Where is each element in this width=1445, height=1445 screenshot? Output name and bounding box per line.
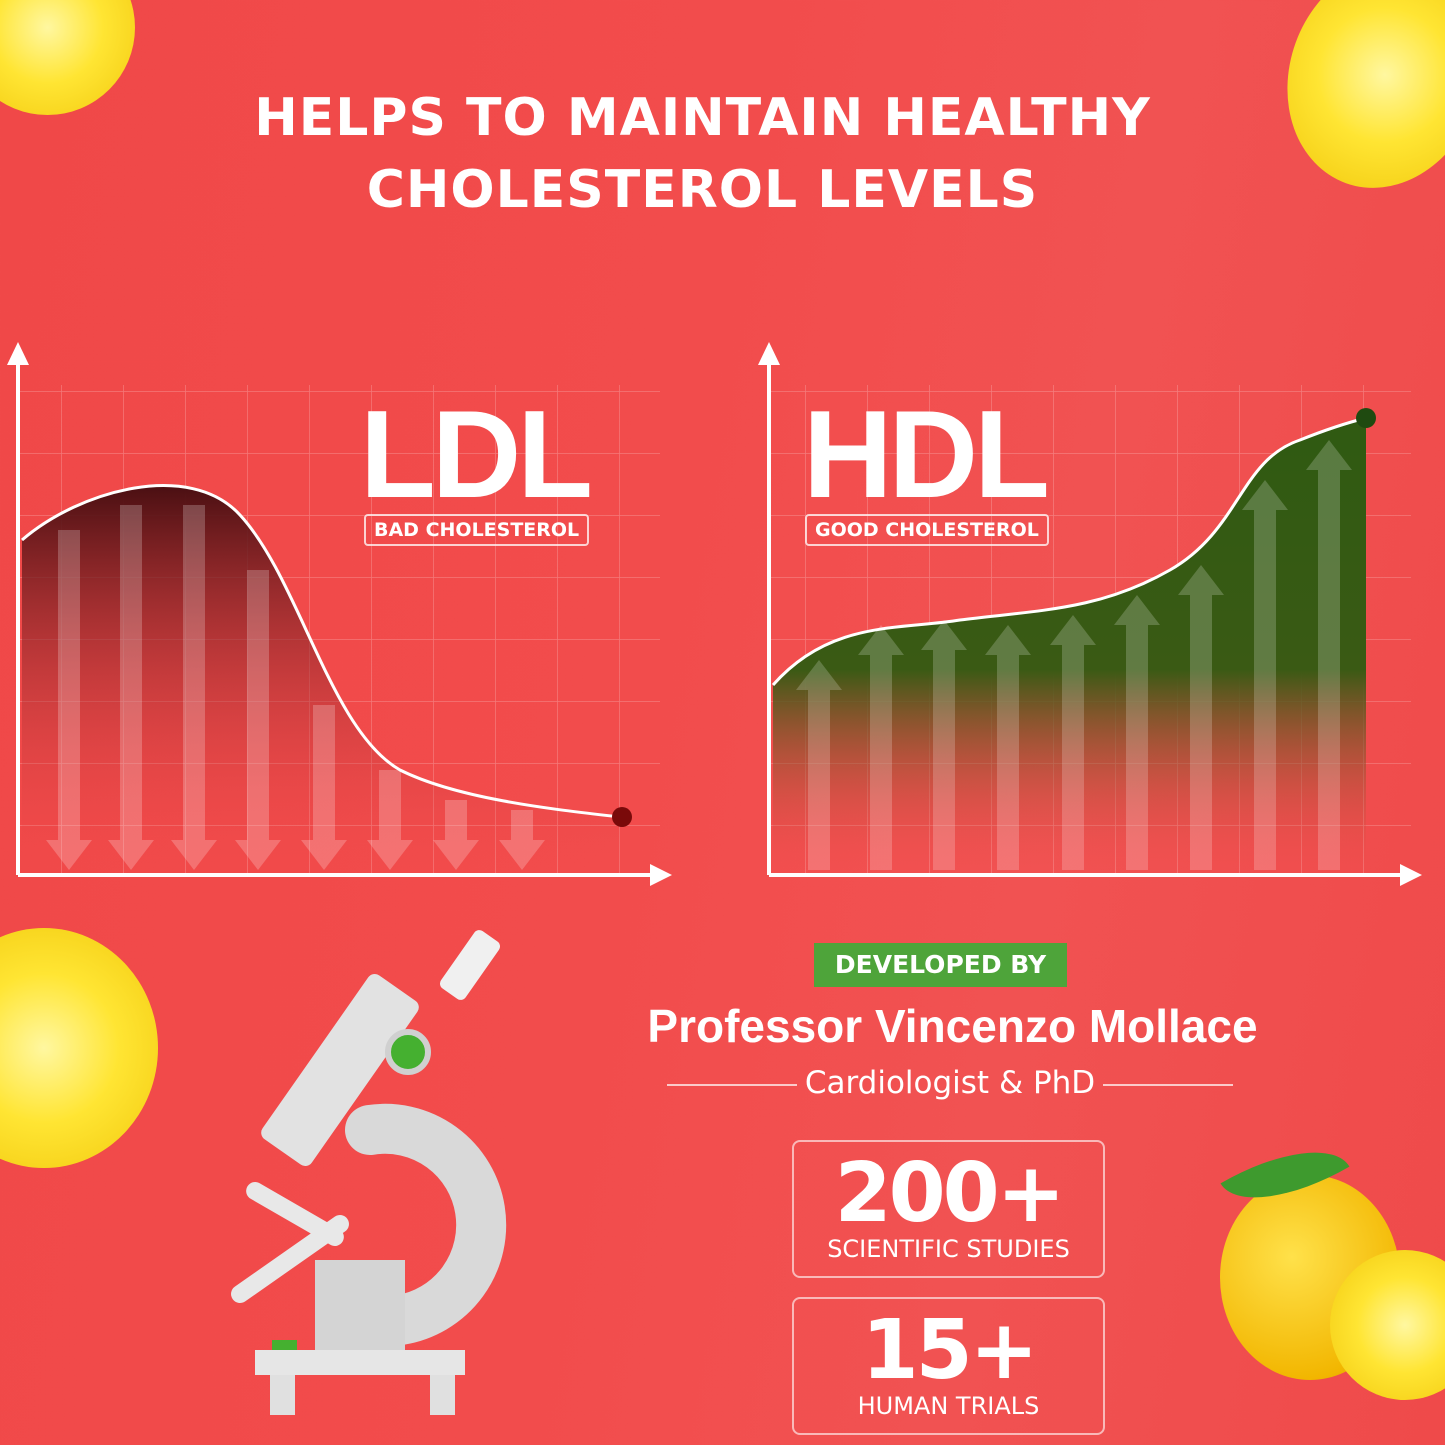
ldl-end-point <box>612 807 632 827</box>
ldl-down-arrows <box>46 505 545 870</box>
ldl-curve <box>21 484 621 819</box>
headline-line-2: CHOLESTEROL LEVELS <box>366 160 1039 220</box>
hdl-end-point <box>1356 408 1376 428</box>
hdl-y-arrow <box>758 342 780 365</box>
ldl-chart <box>7 342 672 886</box>
microscope-icon <box>231 930 507 1415</box>
hdl-up-arrows <box>796 440 1352 870</box>
developer-name: Professor Vincenzo Mollace <box>647 1000 1258 1052</box>
headline: HELPS TO MAINTAIN HEALTHY CHOLESTEROL LE… <box>0 82 1405 226</box>
ldl-x-arrow <box>650 864 672 886</box>
lemon-slice-icon <box>0 928 158 1168</box>
hdl-curve <box>771 416 1367 686</box>
hdl-chart <box>758 342 1422 886</box>
ldl-subtitle-badge: BAD CHOLESTEROL <box>364 514 590 546</box>
developer-role: Cardiologist & PhD <box>560 1062 1340 1104</box>
hdl-area <box>773 418 1366 875</box>
ldl-area <box>22 485 620 875</box>
hdl-x-arrow <box>1400 864 1422 886</box>
stat-value: 15+ <box>861 1303 1039 1398</box>
lemon-slice-icon <box>1330 1250 1445 1400</box>
divider <box>666 1083 797 1086</box>
stat-value: 200+ <box>834 1146 1066 1241</box>
stat-label: SCIENTIFIC STUDIES <box>827 1235 1070 1263</box>
developed-by-badge: DEVELOPED BY <box>814 943 1067 987</box>
stat-box-trials: 15+ HUMAN TRIALS <box>792 1297 1105 1435</box>
divider <box>1103 1083 1234 1086</box>
developer-role-text: Cardiologist & PhD <box>804 1065 1096 1101</box>
ldl-y-arrow <box>7 342 29 365</box>
stat-label: HUMAN TRIALS <box>857 1392 1040 1420</box>
hdl-subtitle-badge: GOOD CHOLESTEROL <box>805 514 1049 546</box>
stat-box-studies: 200+ SCIENTIFIC STUDIES <box>792 1140 1105 1278</box>
headline-line-1: HELPS TO MAINTAIN HEALTHY <box>254 88 1151 148</box>
ldl-title: LDL <box>360 386 593 524</box>
cholesterol-charts <box>7 342 1422 886</box>
hdl-title: HDL <box>803 386 1050 524</box>
